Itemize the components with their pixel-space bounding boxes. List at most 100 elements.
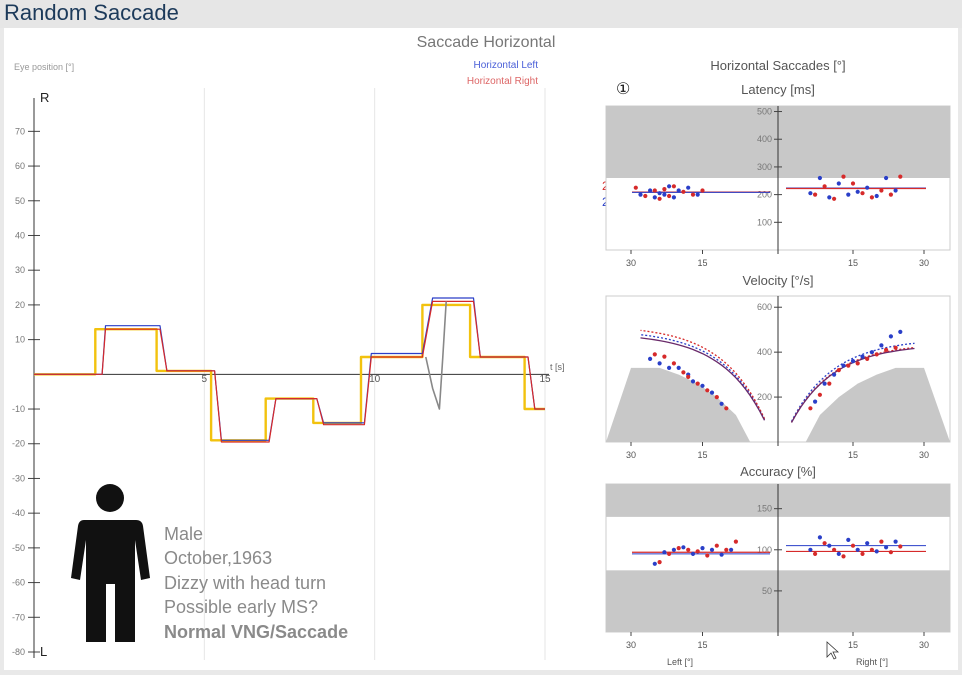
y-tick-label: 400 [757,347,772,357]
velocity-point-right-red [827,381,832,386]
latency-point-left-red [633,185,638,190]
x-tick-label: 15 [848,450,858,460]
velocity-point-left-blue [648,356,653,361]
series-target [34,303,545,442]
accuracy-point-left-blue [662,550,667,555]
velocity-point-right-blue [888,334,894,339]
velocity-point-left-blue [700,383,705,388]
velocity-point-right-blue [832,372,837,377]
y-tick-label: -50 [12,543,25,553]
y-tick-label: -10 [12,404,25,414]
legend-horizontal-right: Horizontal Right [467,76,538,87]
y-tick-label: -40 [12,508,25,518]
y-tick-label: 100 [757,545,772,555]
velocity-title: Velocity [°/s] [743,273,814,288]
report-canvas: Saccade Horizontal Eye position [°] Hori… [12,34,951,667]
latency-point-left-red [690,192,696,197]
x-tick-label: 30 [919,258,929,268]
latency-title: Latency [ms] [741,82,815,97]
latency-point-right-blue [846,192,851,197]
y-tick-label: -20 [12,439,25,449]
accuracy-point-left-blue [652,561,657,566]
velocity-point-left-red [724,406,729,411]
title-bar: Random Saccade [0,0,962,28]
time-axis-unit: t [s] [550,362,565,372]
velocity-point-left-blue [719,401,724,406]
velocity-point-right-blue [898,329,903,334]
velocity-point-right-red [836,368,841,373]
accuracy-point-right-blue [874,549,879,554]
latency-point-left-blue [638,192,643,197]
velocity-point-left-red [705,388,710,393]
y-tick-label: -30 [12,473,25,483]
y-tick-label: 70 [15,126,25,136]
y-tick-label: 100 [757,217,772,227]
accuracy-point-right-red [860,551,865,557]
accuracy-point-right-red [888,550,894,555]
accuracy-point-left-blue [700,546,705,551]
velocity-gray-zone-right [805,367,950,442]
accuracy-point-left-red [714,543,719,548]
latency-point-right-blue [836,181,841,186]
report-panel: Saccade Horizontal Eye position [°] Hori… [4,28,958,670]
mouse-cursor-icon [826,641,840,660]
right-panel-title: Horizontal Saccades [°] [710,58,845,73]
patient-gender: Male [164,524,203,544]
y-tick-label: 200 [757,190,772,200]
accuracy-title: Accuracy [%] [740,464,816,479]
y-tick-label: 200 [757,392,772,402]
latency-point-left-blue [671,195,677,200]
latency-point-right-red [832,196,837,201]
x-tick-label: 15 [697,258,707,268]
latency-point-right-blue [817,175,823,181]
latency-point-left-blue [686,185,691,190]
right-side-label: R [40,90,49,105]
latency-point-right-blue [884,175,889,181]
latency-point-right-red [850,181,856,186]
x-label-right: Right [°] [856,657,888,667]
y-tick-label: -60 [12,578,25,588]
velocity-point-right-blue [841,363,846,368]
x-tick-label: 30 [626,450,636,460]
y-tick-label: 40 [15,230,25,240]
y-tick-label: 600 [757,302,772,312]
latency-point-left-red [643,193,648,199]
latency-point-left-red [657,196,662,201]
latency-point-right-red [888,192,894,197]
latency-point-right-blue [827,195,832,200]
accuracy-chart: 150 100 50 30 15 15 30 [605,483,951,650]
series-gray [425,301,447,410]
patient-conclusion: Normal VNG/Saccade [164,622,348,642]
left-side-label: L [40,644,47,659]
y-tick-label: 400 [757,134,772,144]
latency-point-left-red [652,188,657,193]
velocity-point-left-red [714,395,719,400]
velocity-point-left-blue [690,379,696,384]
accuracy-point-right-blue [817,535,823,540]
velocity-fit-left-blue [640,334,766,420]
latency-point-left-blue [652,195,657,200]
main-chart-title: Saccade Horizontal [417,34,556,51]
accuracy-point-left-blue [671,547,677,552]
x-tick-label: 30 [919,450,929,460]
patient-suspicion: Possible early MS? [164,597,318,617]
velocity-fit-left-main [640,337,766,421]
velocity-point-left-red [695,381,700,386]
x-tick-label: 15 [848,258,858,268]
latency-point-left-red [681,189,686,194]
y-tick-label: 500 [757,107,772,117]
y-tick-label: 300 [757,162,772,172]
latency-point-right-red [879,188,884,193]
accuracy-point-left-red [724,547,729,552]
accuracy-point-left-red [686,547,691,552]
accuracy-point-left-red [676,546,681,551]
accuracy-point-right-blue [827,543,832,548]
main-chart-series [34,297,545,443]
velocity-point-left-red [671,361,677,366]
velocity-point-left-blue [676,365,681,370]
latency-chart: 500 400 300 200 100 30 15 15 30 [605,105,951,268]
latency-point-left-red [671,184,677,189]
velocity-point-left-red [652,352,657,357]
x-tick-label: 15 [539,374,551,385]
velocity-point-right-blue [813,399,818,404]
